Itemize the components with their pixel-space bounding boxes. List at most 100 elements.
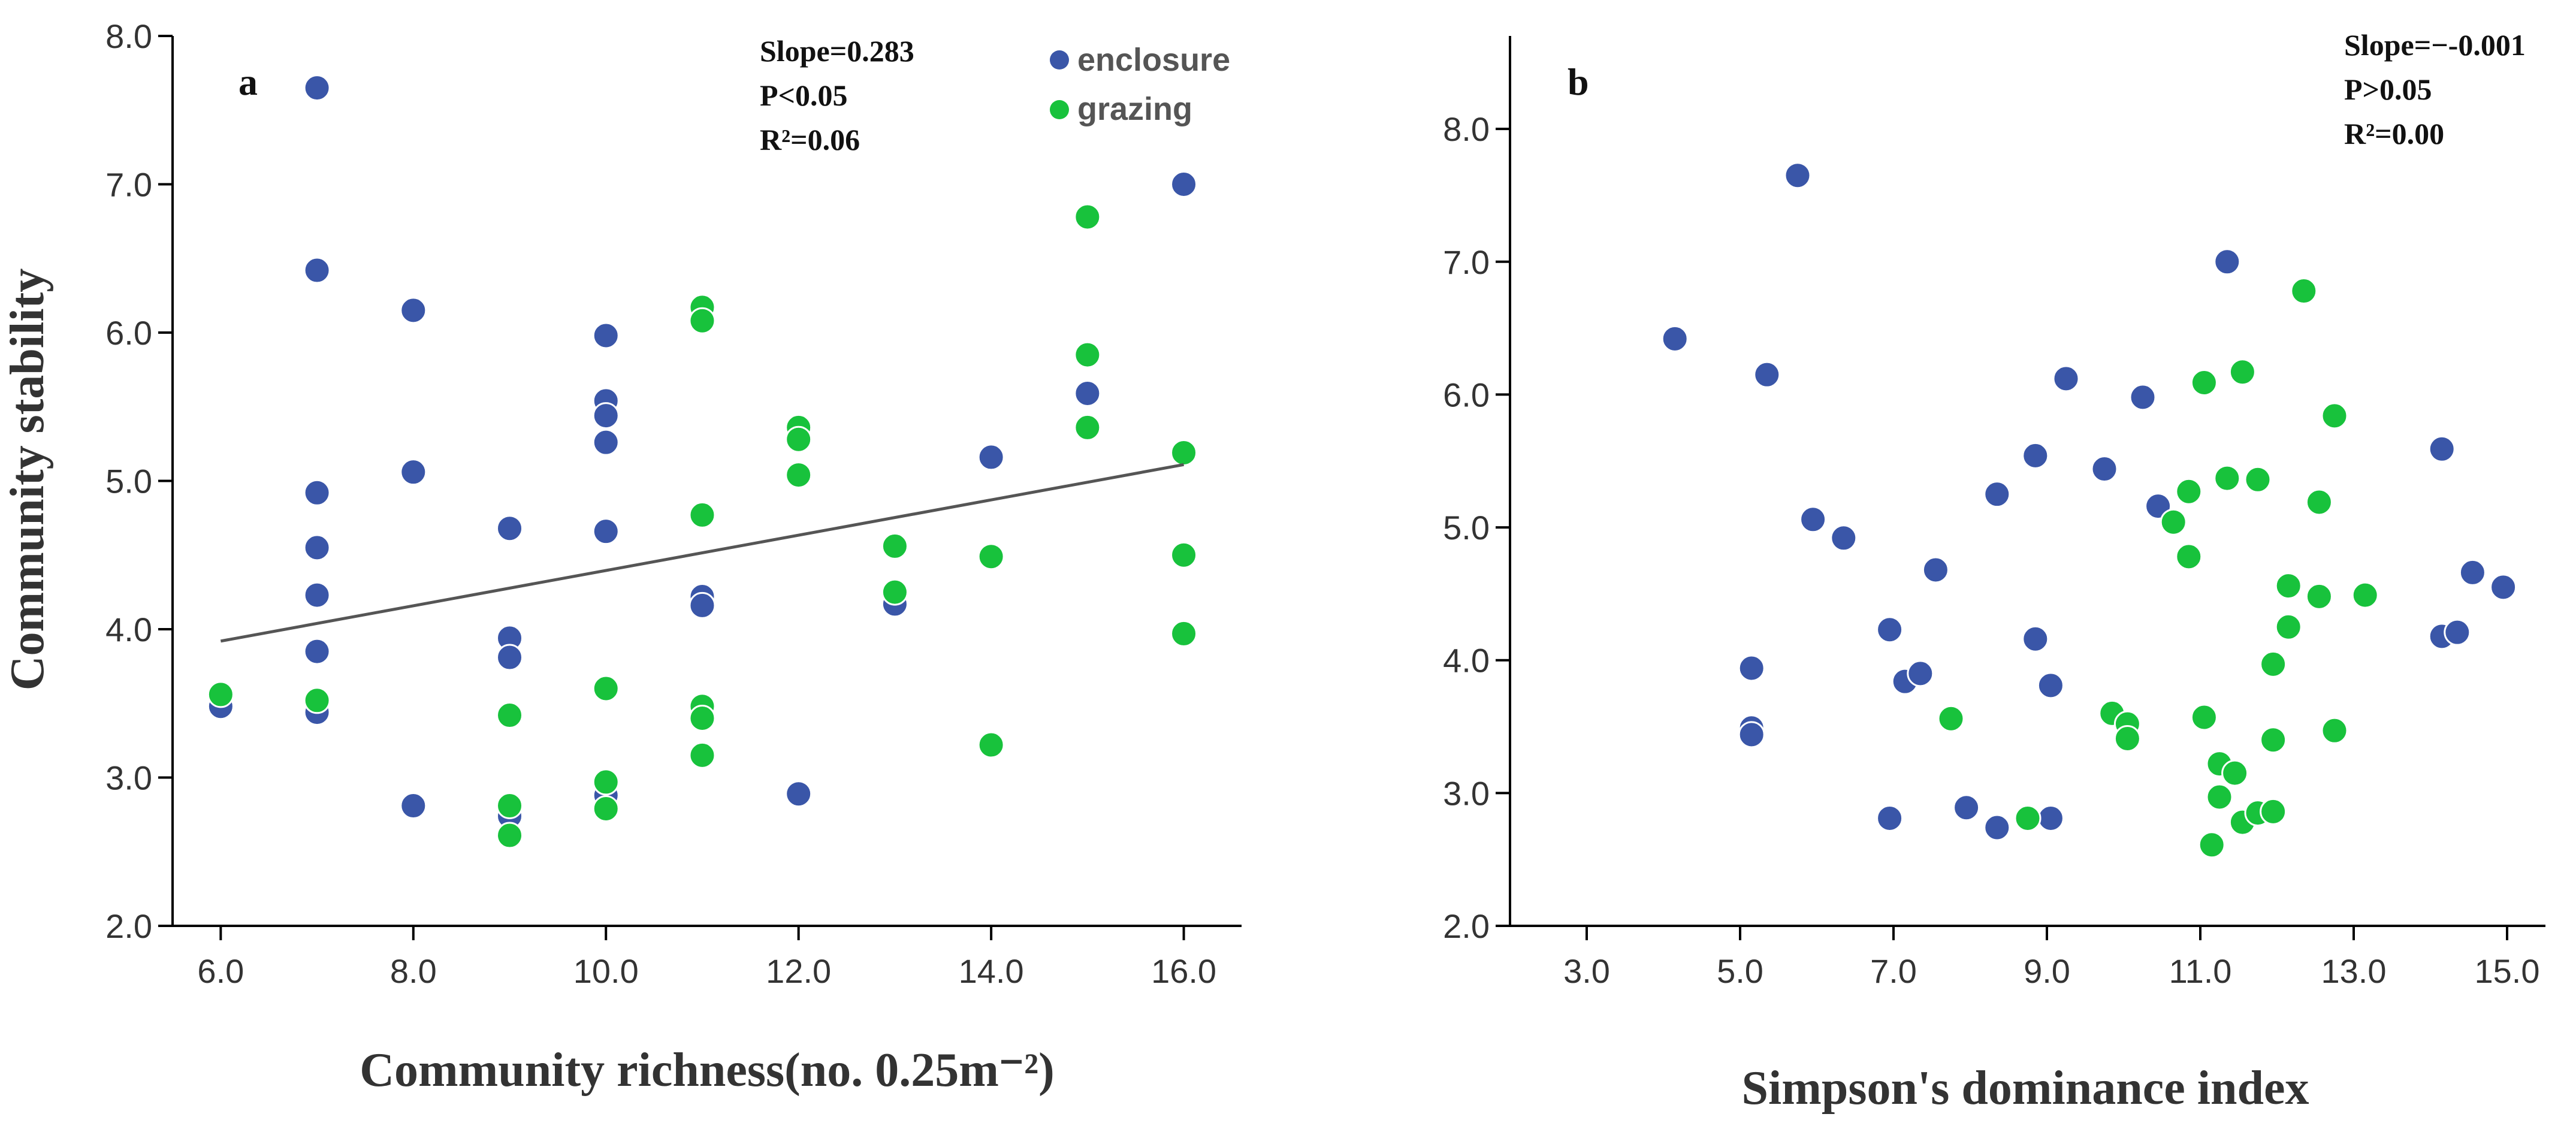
panel-b-x-tick-label: 7.0 <box>1870 952 1917 990</box>
panel-a-letter: a <box>238 61 258 103</box>
panel-b-y-tick-label: 3.0 <box>1443 774 1490 812</box>
panel-b-point-grazing <box>2290 277 2318 305</box>
panel-b-point-grazing <box>2260 650 2287 678</box>
panel-b-point-grazing <box>2305 488 2333 516</box>
panel-b-x-tick-label: 9.0 <box>2024 952 2070 990</box>
panel-a-point-grazing <box>1074 203 1101 231</box>
panel-a-point-enclosure <box>592 518 620 545</box>
panel-b-point-enclosure <box>1922 556 1949 584</box>
panel-a-point-grazing <box>496 792 524 820</box>
panel-b-point-enclosure <box>2459 559 2486 586</box>
panel-a-point-grazing <box>496 702 524 729</box>
panel-b-point-enclosure <box>1753 361 1781 388</box>
panel-b-point-grazing <box>2275 572 2302 600</box>
panel-b-point-grazing <box>2175 478 2203 505</box>
panel-b-p-value: P>0.05 <box>2344 73 2432 106</box>
panel-b-point-enclosure <box>1983 481 2011 508</box>
panel-a-point-enclosure <box>400 458 427 486</box>
panel-a-axes: 2.0 3.0 4.0 5.0 6.0 7.0 8.0 6.0 8.0 10.0 12.0 14.0 1… <box>105 17 1242 990</box>
panel-a-point-grazing <box>1074 341 1101 369</box>
panel-b-x-tick-label: 3.0 <box>1563 952 1610 990</box>
panel-b-y-tick-label: 7.0 <box>1443 243 1490 281</box>
panel-a-point-enclosure <box>303 256 331 284</box>
panel-b-x-axis-title: Simpson's dominance index <box>1742 1062 2309 1115</box>
panel-a-x-tick-label: 12.0 <box>766 952 831 990</box>
panel-a-point-grazing <box>1074 413 1101 441</box>
panel-b-x-tick-label: 13.0 <box>2321 952 2387 990</box>
panel-a-p-value: P<0.05 <box>760 79 848 112</box>
panel-b-point-grazing <box>2351 581 2379 609</box>
panel-b-point-enclosure <box>2037 804 2064 832</box>
panel-b-point-grazing <box>2260 798 2287 825</box>
panel-a-point-grazing <box>207 681 234 708</box>
panel-a-point-grazing <box>785 425 813 453</box>
panel-a-point-enclosure <box>303 479 331 506</box>
panel-a-point-grazing <box>1170 620 1198 647</box>
panel-a-stats: Slope=0.283 P<0.05 R²=0.06 <box>760 34 914 156</box>
panel-b-point-enclosure <box>1876 804 1904 832</box>
panel-a-point-enclosure <box>400 297 427 324</box>
legend-grazing-label: grazing <box>1077 91 1192 127</box>
panel-b-point-enclosure <box>2052 365 2080 393</box>
panel-b-y-tick-label: 2.0 <box>1443 907 1490 945</box>
panel-a-point-enclosure <box>303 638 331 665</box>
panel-a-r-squared: R²=0.06 <box>760 123 860 156</box>
panel-b-stats: Slope=−-0.001 P>0.05 R²=0.00 <box>2344 28 2526 150</box>
panel-b-point-grazing <box>1937 705 1965 732</box>
legend-enclosure-label: enclosure <box>1077 42 1230 78</box>
panel-b-x-tick-label: 11.0 <box>2169 952 2232 990</box>
panel-b-point-grazing <box>2113 725 2141 752</box>
panel-b-axes: 2.0 3.0 4.0 5.0 6.0 7.0 8.0 3.0 5.0 7.0 9.0 11.0 13.… <box>1443 36 2545 990</box>
panel-b-point-grazing <box>2221 759 2249 787</box>
panel-b-x-tick-label: 15.0 <box>2475 952 2540 990</box>
panel-b-point-grazing <box>2321 717 2348 744</box>
panel-a: 2.0 3.0 4.0 5.0 6.0 7.0 8.0 6.0 8.0 10.0 12.0 14.0 1… <box>1 17 1242 1097</box>
panel-b-point-grazing <box>2213 464 2241 492</box>
panel-a-point-grazing <box>1170 541 1198 569</box>
panel-a-x-tick-label: 16.0 <box>1151 952 1216 990</box>
panel-b-point-grazing <box>2275 613 2302 641</box>
panel-b-point-enclosure <box>1661 325 1689 352</box>
panel-a-y-tick-label: 3.0 <box>105 759 152 797</box>
panel-b-r-squared: R²=0.00 <box>2344 117 2444 150</box>
panel-a-regression-line <box>220 463 1185 643</box>
panel-a-point-grazing <box>688 307 716 334</box>
legend-enclosure-marker <box>1050 50 1069 70</box>
panel-b-point-enclosure <box>2129 384 2157 411</box>
panel-a-point-grazing <box>977 731 1005 759</box>
panel-b-point-enclosure <box>2022 442 2049 469</box>
panel-b-y-tick-label: 8.0 <box>1443 110 1490 148</box>
legend-grazing-marker <box>1050 100 1069 119</box>
panel-b-point-enclosure <box>1738 654 1765 682</box>
panel-a-point-enclosure <box>496 515 524 542</box>
panel-b-point-enclosure <box>1876 616 1904 644</box>
panel-b-point-grazing <box>2305 582 2333 610</box>
panel-a-point-enclosure <box>688 591 716 619</box>
panel-b-point-grazing <box>2206 783 2233 811</box>
panel-a-x-tick-label: 8.0 <box>390 952 437 990</box>
panel-b-point-grazing <box>2160 508 2187 536</box>
panel-b-point-grazing <box>2014 804 2042 832</box>
panel-a-y-tick-label: 2.0 <box>105 907 152 945</box>
panel-a-point-enclosure <box>303 581 331 609</box>
legend: enclosure grazing <box>1050 42 1230 127</box>
panel-a-x-tick-label: 10.0 <box>573 952 639 990</box>
panel-a-point-enclosure <box>592 428 620 456</box>
panel-b-point-grazing <box>2244 466 2272 493</box>
panel-a-point-grazing <box>592 675 620 702</box>
panel-a-point-enclosure <box>1170 171 1198 198</box>
panel-b-point-enclosure <box>1953 794 1980 822</box>
panel-a-point-grazing <box>688 705 716 732</box>
panel-b-point-enclosure <box>1784 162 1811 189</box>
panel-b-x-tick-label: 5.0 <box>1717 952 1763 990</box>
panel-a-point-enclosure <box>1074 379 1101 407</box>
panel-b-point-enclosure <box>1830 524 1858 552</box>
panel-b-y-tick-label: 6.0 <box>1443 376 1490 413</box>
panel-a-x-tick-label: 6.0 <box>197 952 244 990</box>
panel-a-point-enclosure <box>592 402 620 430</box>
panel-b-point-enclosure <box>2490 573 2517 601</box>
panel-a-point-grazing <box>881 578 908 606</box>
panel-a-point-grazing <box>592 768 620 796</box>
panel-b-point-enclosure <box>2444 618 2471 646</box>
